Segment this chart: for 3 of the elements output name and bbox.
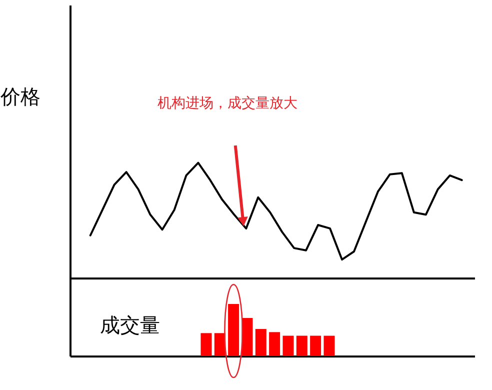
y-axis-title: 价格: [0, 86, 40, 108]
y-axis-title: 成交量: [100, 315, 160, 337]
text: 机构进场，成交量放大: [157, 94, 298, 111]
